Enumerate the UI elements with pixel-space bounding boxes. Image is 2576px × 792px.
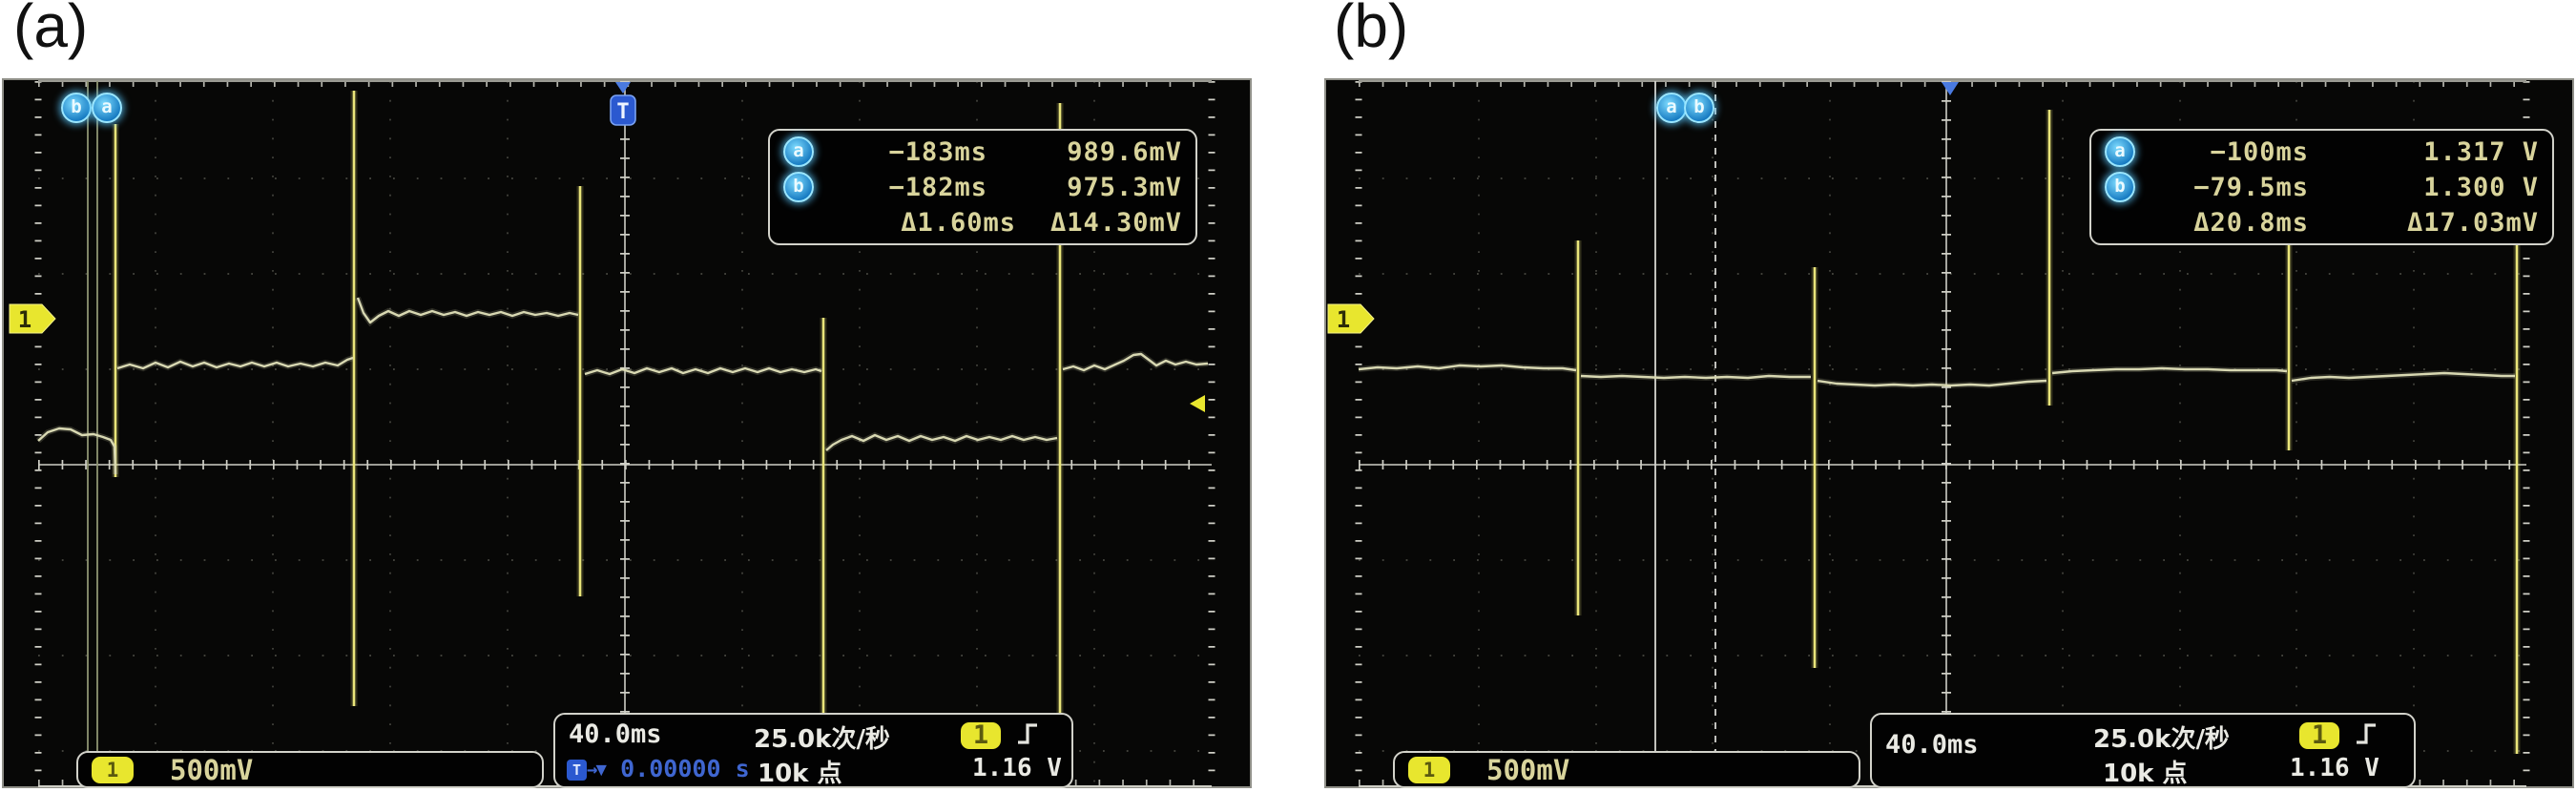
- channel-scale-b: 500mV: [1486, 753, 1570, 786]
- cursor-a-badge-icon: a: [2105, 136, 2135, 167]
- channel-scale-a: 500mV: [170, 753, 254, 786]
- channel-scale-box-a: 1 500mV: [76, 751, 544, 788]
- trigger-source-badge-icon: 1: [2299, 722, 2339, 749]
- cursor-a-row: a −100ms 1.317 V: [2105, 135, 2539, 170]
- cursor-b-badge-icon: b: [783, 172, 814, 202]
- cursor-b-label-badge: b: [61, 93, 92, 123]
- cursor-b-time: −79.5ms: [2193, 172, 2309, 202]
- acquisition-box-a: 40.0ms T →▼ 0.00000 s 25.0k次/秒 10k 点 1 1.…: [553, 713, 1073, 788]
- trigger-level-a: 1.16 V: [972, 754, 1062, 782]
- record-length-b: 10k 点: [2103, 760, 2188, 788]
- trigger-slope-icon: [1018, 723, 1037, 744]
- cursor-a-value: 989.6mV: [1067, 136, 1182, 167]
- cursor-delta-row: Δ20.8ms Δ17.03mV: [2105, 205, 2539, 240]
- cursor-readout-box-b: a −100ms 1.317 V b −79.5ms 1.300 V Δ20.8…: [2089, 129, 2554, 245]
- cursor-delta-time: Δ1.60ms: [901, 207, 1016, 238]
- cursor-a-badge-icon: a: [783, 136, 814, 167]
- channel-1-badge-icon: 1: [92, 756, 134, 783]
- cursor-delta-value: Δ17.03mV: [2406, 207, 2539, 238]
- cursor-b-label-badge-b: b: [1684, 93, 1714, 123]
- position-arrows-icon: →▼: [587, 759, 607, 781]
- channel-scale-box-b: 1 500mV: [1393, 751, 1860, 788]
- channel-1-badge-icon: 1: [1408, 756, 1450, 783]
- cursor-b-value: 1.300 V: [2423, 172, 2539, 202]
- cursor-a-time: −100ms: [2210, 136, 2309, 167]
- trigger-slope-icon: [2357, 723, 2376, 744]
- timebase-a: 40.0ms: [569, 719, 662, 749]
- cursor-b-value: 975.3mV: [1067, 172, 1182, 202]
- trigger-source-badge-icon: 1: [961, 722, 1001, 749]
- timebase-b: 40.0ms: [1885, 730, 1979, 760]
- cursor-delta-time: Δ20.8ms: [2193, 207, 2309, 238]
- cursor-b-time: −182ms: [888, 172, 987, 202]
- cursor-b-row: b −182ms 975.3mV: [783, 170, 1182, 205]
- trigger-position-icon: T: [567, 759, 587, 781]
- sample-rate-b: 25.0k次/秒: [2093, 725, 2230, 754]
- sample-rate-a: 25.0k次/秒: [754, 725, 890, 754]
- trigger-level-b: 1.16 V: [2290, 754, 2379, 782]
- position-value-a: 0.00000 s: [620, 755, 750, 782]
- acquisition-box-b: 40.0ms 25.0k次/秒 10k 点 1 1.16 V: [1870, 713, 2416, 788]
- cursor-a-label-badge: a: [92, 93, 122, 123]
- cursor-a-value: 1.317 V: [2423, 136, 2539, 167]
- record-length-a: 10k 点: [758, 760, 842, 788]
- cursor-delta-row: Δ1.60ms Δ14.30mV: [783, 205, 1182, 240]
- cursor-a-row: a −183ms 989.6mV: [783, 135, 1182, 170]
- cursor-delta-value: Δ14.30mV: [1049, 207, 1182, 238]
- figure-label-a: (a): [13, 0, 89, 60]
- cursor-a-time: −183ms: [888, 136, 987, 167]
- horizontal-position-a: T →▼ 0.00000 s: [567, 754, 750, 783]
- cursor-readout-box-a: a −183ms 989.6mV b −182ms 975.3mV Δ1.60m…: [768, 129, 1197, 245]
- cursor-b-badge-icon: b: [2105, 172, 2135, 202]
- figure-label-b: (b): [1334, 0, 1409, 60]
- cursor-b-row: b −79.5ms 1.300 V: [2105, 170, 2539, 205]
- cursor-a-label-badge-b: a: [1656, 93, 1687, 123]
